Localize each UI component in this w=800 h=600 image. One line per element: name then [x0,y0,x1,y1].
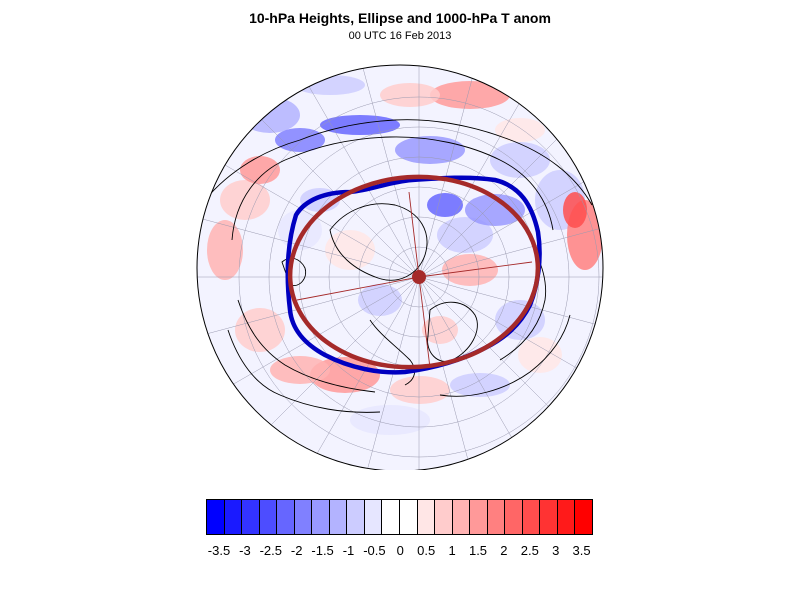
colorbar-tick-label: -3 [239,543,251,558]
anomaly-patch [240,156,280,184]
colorbar-swatch [435,500,453,534]
ellipse-axes [296,191,533,369]
anomaly-patch [390,376,450,404]
anomaly-patch [518,337,562,373]
anomaly-patch [320,115,400,135]
longitude-line [418,276,487,470]
colorbar-swatch [400,500,418,534]
colorbar-swatch [417,500,436,534]
colorbar-swatch [294,500,313,534]
longitude-line [351,276,420,470]
anomaly-patch [380,83,440,107]
fitted-ellipse [287,174,541,370]
anomaly-patch [465,194,525,226]
colorbar-tick-label: 3 [552,543,560,558]
colorbar-tick-label: 2 [500,543,508,558]
anomaly-patch [350,405,430,435]
colorbar-swatch [259,500,278,534]
anomaly-patch [325,230,375,270]
longitude-line [418,209,603,278]
plot-subtitle: 00 UTC 16 Feb 2013 [348,30,452,42]
anomaly-patch [422,316,458,344]
anomaly-patch [235,308,285,352]
anomaly-patch [240,97,300,133]
ellipse-center-marker [412,270,426,284]
colorbar-swatch [312,500,330,534]
anomaly-patch [450,373,510,397]
colorbar-tick-label: 0.5 [417,543,436,558]
anomaly-patch [395,136,465,164]
anomaly-patch [295,75,365,95]
polar-map [196,64,604,470]
colorbar-swatch [557,500,576,534]
plot-title: 10-hPa Heights, Ellipse and 1000-hPa T a… [249,10,551,26]
anomaly-patch [495,118,545,142]
anomaly-patch [430,81,510,109]
colorbar-tick-label: 1 [448,543,456,558]
colorbar-tick-label: -1 [342,543,355,558]
colorbar-swatch [224,500,243,534]
colorbar-swatch [575,500,593,534]
longitude-line [197,276,420,345]
anomaly-patch [270,356,330,384]
longitude-line [197,146,420,278]
colorbar-tick-label: 1.5 [468,543,488,558]
longitude-line [418,276,603,408]
colorbar-tick-label: -0.5 [363,543,386,558]
colorbar-tick-label: 3.5 [572,543,591,558]
anomaly-patch [563,192,587,228]
colorbar-tick-label: -2 [290,543,303,558]
colorbar-swatch [522,500,541,534]
colorbar-swatch [540,500,558,534]
colorbar-swatch [382,500,401,534]
colorbar-tick-label: -3.5 [207,543,231,558]
longitude-line [288,65,420,278]
colorbar-swatch [452,500,471,534]
colorbar-swatch [277,500,295,534]
colorbar-tick-label: -2.5 [259,543,282,558]
colorbar-swatch [487,500,506,534]
anomaly-patch [358,284,402,316]
anomaly-patch [427,193,463,217]
colorbar-tick-label: 0 [396,543,404,558]
longitude-line [234,92,420,278]
colorbar-swatch [347,500,365,534]
longitude-line [197,209,420,278]
anomaly-patch [220,180,270,220]
longitude-line [418,276,603,345]
colorbar-swatch [207,500,225,534]
colorbar-tick-label: -1.5 [311,543,334,558]
globe-outline [196,64,604,470]
anomaly-patch [207,220,243,280]
colorbar-labels: -3.5 -3 -2.5 -2 -1.5 -1 -0.5 0 0.5 1 1.5 2 2.5 3 3.5 [0,543,800,561]
colorbar-tick-label: 2.5 [520,543,539,558]
colorbar [206,499,593,535]
colorbar-swatch [329,500,348,534]
colorbar-swatch [470,500,488,534]
colorbar-swatch [242,500,260,534]
colorbar-swatch [505,500,523,534]
colorbar-swatch [364,500,383,534]
